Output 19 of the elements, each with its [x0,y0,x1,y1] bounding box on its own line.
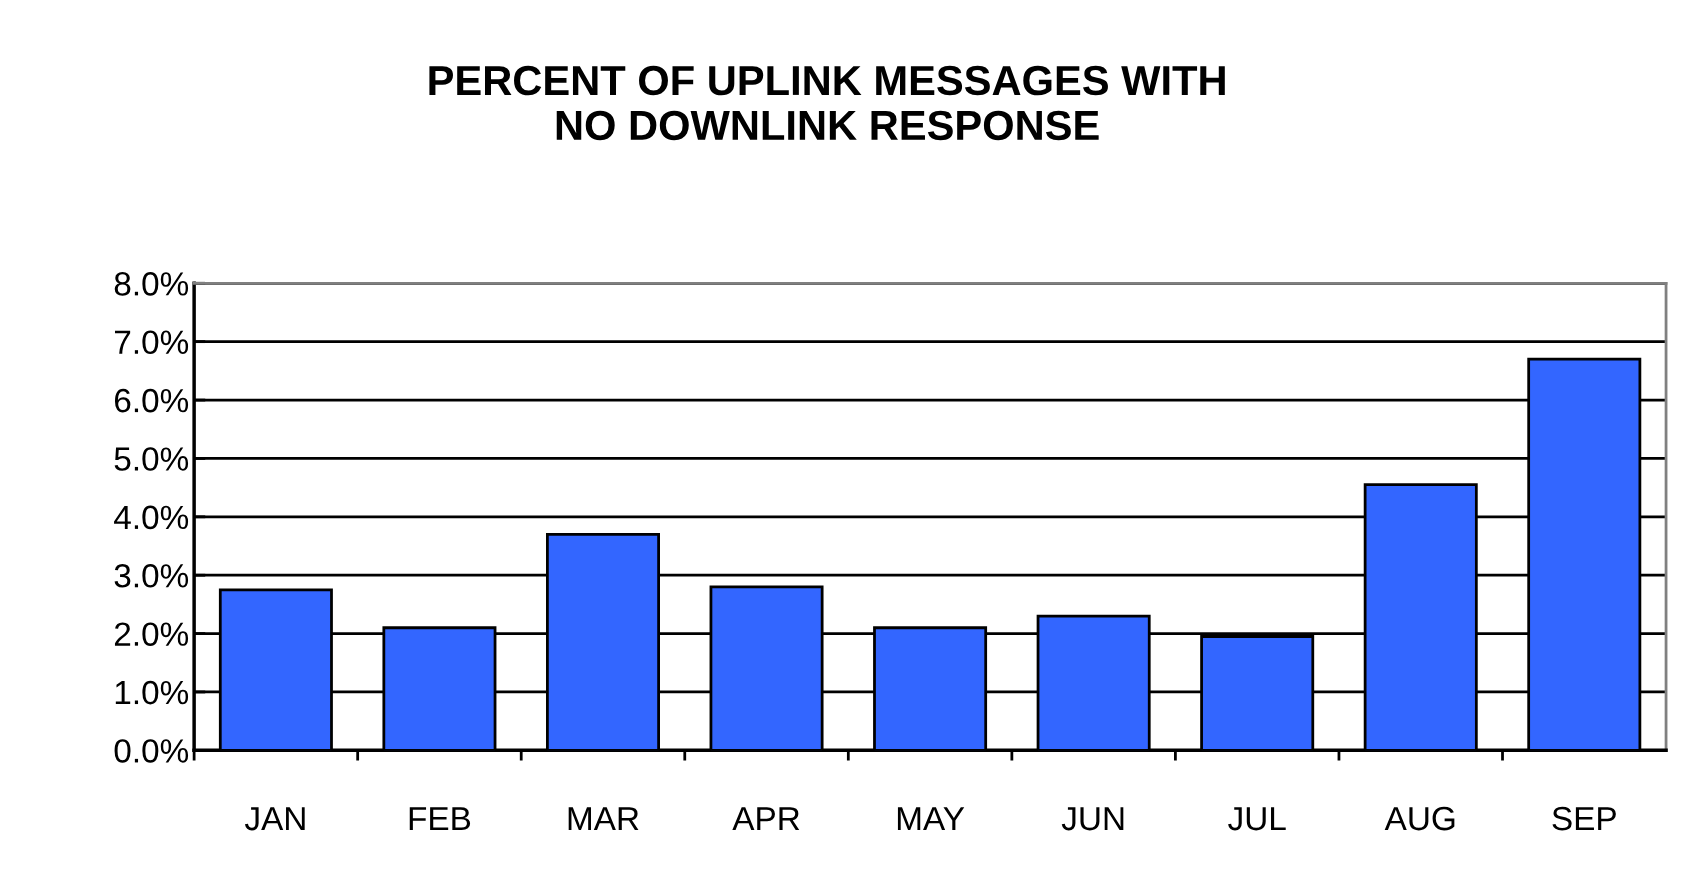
y-tick-label: 7.0% [114,330,189,355]
y-tick-label: 4.0% [114,505,189,530]
chart-title: PERCENT OF UPLINK MESSAGES WITH NO DOWNLINK RESPONSE [429,65,1225,141]
x-tick-label: MAR [568,807,639,831]
y-tick-label: 1.0% [115,680,189,705]
x-tick-label: JUL [1228,807,1286,831]
x-tick-label: FEB [409,807,471,831]
y-tick-label: 6.0% [114,388,189,413]
y-tick-label: 5.0% [114,447,189,471]
x-tick-label: JAN [244,807,305,831]
x-tick-label: APR [732,807,800,831]
y-tick-label: 8.0% [114,272,189,296]
x-tick-label: AUG [1384,806,1455,831]
y-tick-label: 3.0% [114,564,189,588]
x-tick-label: MAY [897,807,965,831]
x-tick-label: JUN [1061,807,1124,831]
y-tick-label: 0.0% [114,739,189,763]
y-tick-label: 2.0% [114,622,189,646]
x-tick-label: SEP [1552,806,1616,831]
